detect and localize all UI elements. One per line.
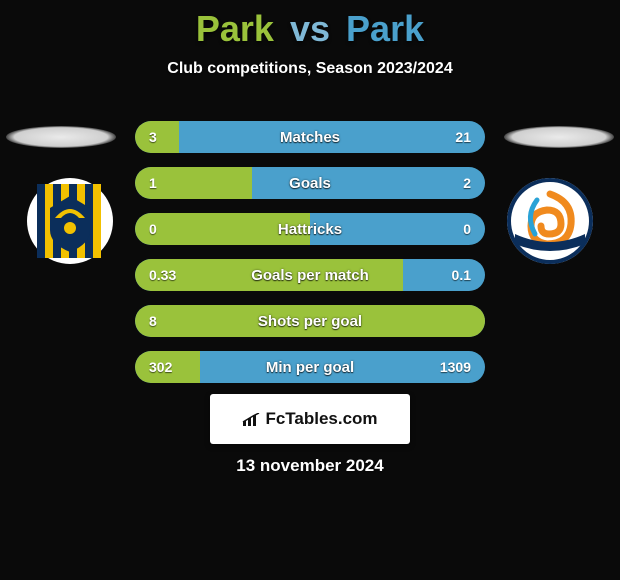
stat-row: 3021309Min per goal <box>135 351 485 383</box>
stat-row: 00Hattricks <box>135 213 485 245</box>
team-a-badge <box>27 178 113 264</box>
brand-label: FcTables.com <box>265 409 377 429</box>
halo-left <box>6 126 116 148</box>
stat-label: Goals per match <box>135 259 485 291</box>
title-vs: vs <box>290 8 330 49</box>
comparison-bars: 321Matches 12Goals 00Hattricks 0.330.1Goals… <box>135 121 485 397</box>
brand-box: FcTables.com <box>210 394 410 444</box>
title-team-a: Park <box>196 8 274 49</box>
stat-label: Min per goal <box>135 351 485 383</box>
stat-label: Hattricks <box>135 213 485 245</box>
stat-label: Matches <box>135 121 485 153</box>
stat-label: Goals <box>135 167 485 199</box>
subtitle: Club competitions, Season 2023/2024 <box>0 60 620 78</box>
stat-row: 12Goals <box>135 167 485 199</box>
brand-text: FcTables.com <box>242 409 377 429</box>
title-team-b: Park <box>346 8 424 49</box>
halo-right <box>504 126 614 148</box>
page-title: Park vs Park <box>0 0 620 50</box>
team-b-badge <box>507 178 593 264</box>
stat-row: 321Matches <box>135 121 485 153</box>
stat-label: Shots per goal <box>135 305 485 337</box>
stat-row: 8Shots per goal <box>135 305 485 337</box>
stat-row: 0.330.1Goals per match <box>135 259 485 291</box>
chart-icon <box>242 412 262 426</box>
date: 13 november 2024 <box>0 456 620 476</box>
